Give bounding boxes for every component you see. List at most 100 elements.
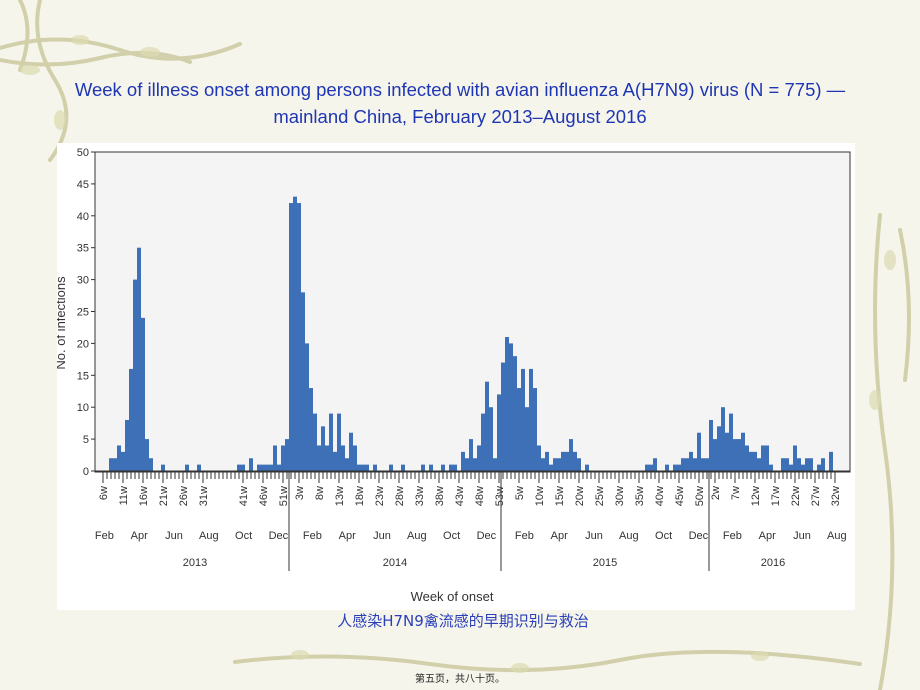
plot-area	[94, 151, 851, 473]
bar	[113, 458, 117, 471]
bar	[781, 458, 785, 471]
month-label: Aug	[827, 530, 847, 542]
month-label: Feb	[515, 530, 534, 542]
bar	[577, 458, 581, 471]
bar	[161, 464, 165, 471]
y-axis-label: No. of infections	[57, 276, 68, 370]
bar	[681, 458, 685, 471]
bar	[265, 464, 269, 471]
month-label: Apr	[131, 530, 148, 542]
bar	[689, 451, 693, 471]
bar	[133, 279, 137, 471]
bar	[529, 368, 533, 471]
bar	[357, 464, 361, 471]
bar	[821, 458, 825, 471]
bar	[769, 464, 773, 471]
bar	[477, 445, 481, 471]
bar	[301, 292, 305, 471]
bar	[137, 247, 141, 471]
month-label: Oct	[443, 530, 460, 542]
x-tick-label: 31w	[198, 486, 210, 506]
x-tick-label: 50w	[694, 486, 706, 506]
bar	[289, 203, 293, 471]
x-tick-label: 33w	[414, 486, 426, 506]
x-tick-label: 10w	[534, 486, 546, 506]
footer: 第五页，共八十页。	[415, 674, 505, 685]
bar	[785, 458, 789, 471]
bar	[737, 439, 741, 471]
x-axis-label: Week of onset	[411, 589, 494, 604]
bar	[325, 445, 329, 471]
bar	[709, 419, 713, 471]
y-tick-label: 10	[77, 402, 89, 414]
bar	[281, 445, 285, 471]
bar	[489, 407, 493, 471]
bar	[309, 388, 313, 471]
bar	[721, 407, 725, 471]
month-label: Apr	[759, 530, 776, 542]
bar	[793, 445, 797, 471]
x-tick-label: 45w	[674, 486, 686, 506]
bar	[537, 445, 541, 471]
bar	[313, 413, 317, 471]
bar	[685, 458, 689, 471]
bar	[465, 458, 469, 471]
bar	[121, 451, 125, 471]
bar	[361, 464, 365, 471]
month-label: Dec	[689, 530, 709, 542]
month-label: Aug	[199, 530, 219, 542]
month-label: Jun	[165, 530, 183, 542]
year-label: 2015	[593, 557, 617, 569]
bar	[741, 432, 745, 471]
bar	[185, 464, 189, 471]
year-label: 2016	[761, 557, 785, 569]
bar	[261, 464, 265, 471]
bar	[697, 432, 701, 471]
bar	[521, 368, 525, 471]
month-label: Feb	[95, 530, 114, 542]
bar	[237, 464, 241, 471]
bar	[485, 381, 489, 471]
chart: No. of infections Week of onset 0 5 10 15 20…	[57, 143, 855, 610]
bar	[705, 458, 709, 471]
bar	[505, 337, 509, 471]
x-tick-label: 28w	[394, 486, 406, 506]
bar	[273, 445, 277, 471]
bar	[481, 413, 485, 471]
x-tick-label: 23w	[374, 486, 386, 506]
bar	[501, 362, 505, 471]
x-tick-label: 27w	[810, 486, 822, 506]
bar	[297, 203, 301, 471]
bar	[801, 464, 805, 471]
x-tick-label: 3w	[294, 486, 306, 500]
bar	[517, 388, 521, 471]
y-tick-label: 40	[77, 211, 89, 223]
bar	[453, 464, 457, 471]
month-label: Dec	[477, 530, 497, 542]
bar	[569, 439, 573, 471]
x-tick-label: 40w	[654, 486, 666, 506]
bar	[541, 458, 545, 471]
bar	[345, 458, 349, 471]
bar	[725, 432, 729, 471]
bar	[197, 464, 201, 471]
bar	[653, 458, 657, 471]
bar	[733, 439, 737, 471]
bar	[509, 343, 513, 471]
bar	[429, 464, 433, 471]
y-tick-label: 30	[77, 275, 89, 287]
bar	[805, 458, 809, 471]
bar	[665, 464, 669, 471]
bar	[145, 439, 149, 471]
bar	[533, 388, 537, 471]
x-tick-label: 21w	[158, 486, 170, 506]
bar	[573, 451, 577, 471]
bar	[317, 445, 321, 471]
bar	[829, 451, 833, 471]
bar	[817, 464, 821, 471]
x-tick-label: 17w	[770, 486, 782, 506]
x-tick-label: 7w	[730, 486, 742, 500]
bar	[293, 196, 297, 471]
bar	[789, 464, 793, 471]
